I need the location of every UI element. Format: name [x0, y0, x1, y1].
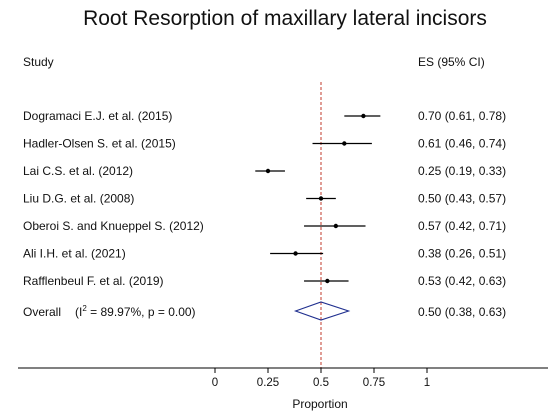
x-tick-label: 1 [424, 377, 430, 389]
ci-text: 0.53 (0.42, 0.63) [418, 274, 506, 288]
point-estimate [342, 141, 347, 146]
chart-title: Root Resorption of maxillary lateral inc… [83, 7, 487, 30]
study-row: Liu D.G. et al. (2008) 0.50 (0.43, 0.57) [23, 192, 506, 206]
study-name: Oberoi S. and Knueppel S. (2012) [23, 219, 204, 233]
x-tick-label: 0 [212, 377, 218, 389]
point-estimate [318, 196, 324, 201]
ci-text: 0.38 (0.26, 0.51) [418, 247, 506, 261]
point-estimate [361, 113, 366, 119]
study-row: Dogramaci E.J. et al. (2015) 0.70 (0.61, … [23, 109, 506, 123]
point-estimate [333, 223, 339, 229]
point-estimate [293, 251, 298, 256]
x-tick-label: 0.75 [363, 377, 385, 389]
study-row: Ali I.H. et al. (2021) 0.38 (0.26, 0.51) [23, 247, 506, 261]
study-row: Lai C.S. et al. (2012) 0.25 (0.19, 0.33) [23, 164, 506, 178]
study-name: Lai C.S. et al. (2012) [23, 164, 133, 178]
overall-label: Overall [23, 305, 61, 319]
x-axis-label: Proportion [292, 397, 347, 411]
x-axis: 0 0.25 0.5 0.75 1 [18, 367, 548, 389]
study-row: Oberoi S. and Knueppel S. (2012) 0.57 (0.… [23, 219, 506, 233]
ci-text: 0.61 (0.46, 0.74) [418, 137, 506, 151]
point-estimate [325, 278, 330, 284]
x-tick-label: 0.25 [257, 377, 279, 389]
study-row: Hadler-Olsen S. et al. (2015) 0.61 (0.46,… [23, 137, 506, 151]
heterogeneity-prefix: (I [75, 305, 82, 319]
ci-text: 0.50 (0.43, 0.57) [418, 192, 506, 206]
study-name: Rafflenbeul F. et al. (2019) [23, 274, 164, 288]
point-estimate [265, 168, 271, 174]
es-column-header: ES (95% CI) [418, 55, 485, 69]
ci-text: 0.57 (0.42, 0.71) [418, 219, 506, 233]
overall-diamond [293, 301, 351, 321]
heterogeneity-text: (I2 = 89.97%, p = 0.00) [75, 304, 196, 319]
study-column-header: Study [23, 55, 54, 69]
x-tick-label: 0.5 [313, 377, 329, 389]
heterogeneity-rest: = 89.97%, p = 0.00) [87, 305, 196, 319]
study-name: Ali I.H. et al. (2021) [23, 247, 126, 261]
study-name: Dogramaci E.J. et al. (2015) [23, 109, 172, 123]
study-row: Rafflenbeul F. et al. (2019) 0.53 (0.42, … [23, 274, 506, 288]
overall-row: Overall (I2 = 89.97%, p = 0.00) 0.50 (0.… [23, 301, 506, 321]
overall-ci-text: 0.50 (0.38, 0.63) [418, 305, 506, 319]
study-name: Hadler-Olsen S. et al. (2015) [23, 137, 176, 151]
ci-text: 0.70 (0.61, 0.78) [418, 109, 506, 123]
ci-text: 0.25 (0.19, 0.33) [418, 164, 506, 178]
study-name: Liu D.G. et al. (2008) [23, 192, 134, 206]
study-rows: Dogramaci E.J. et al. (2015) 0.70 (0.61, … [23, 109, 506, 288]
heterogeneity-superscript: 2 [82, 304, 87, 313]
